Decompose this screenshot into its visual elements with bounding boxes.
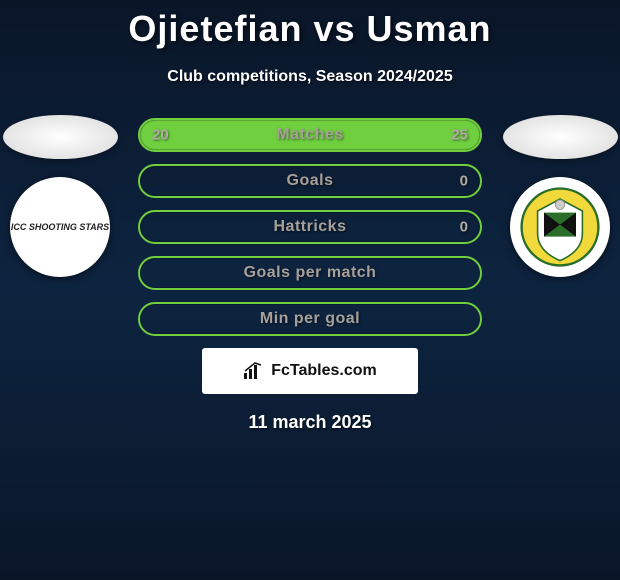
watermark: FcTables.com [202, 348, 418, 394]
stat-row-goals: Goals 0 [138, 164, 482, 198]
stat-label: Min per goal [260, 310, 360, 328]
stat-row-goals-per-match: Goals per match [138, 256, 482, 290]
chart-icon [243, 362, 265, 380]
page-title: Ojietefian vs Usman [0, 0, 620, 50]
stat-label: Goals [287, 172, 334, 190]
player-right-photo [503, 115, 618, 159]
subtitle: Club competitions, Season 2024/2025 [0, 68, 620, 86]
stat-row-hattricks: Hattricks 0 [138, 210, 482, 244]
club-left-text: ICC SHOOTING STARS [11, 222, 109, 232]
stat-row-matches: 20 Matches 25 [138, 118, 482, 152]
player-left-photo [3, 115, 118, 159]
stat-left-value: 20 [152, 127, 169, 144]
club-left-badge: ICC SHOOTING STARS [10, 177, 110, 277]
stat-right-value: 0 [460, 173, 468, 190]
stat-label: Matches [276, 126, 344, 144]
stat-right-value: 0 [460, 219, 468, 236]
player-left-area: ICC SHOOTING STARS [0, 115, 120, 277]
stat-row-min-per-goal: Min per goal [138, 302, 482, 336]
date-text: 11 march 2025 [0, 412, 620, 433]
player-right-area [500, 115, 620, 277]
watermark-text: FcTables.com [271, 362, 377, 380]
stat-label: Hattricks [274, 218, 347, 236]
club-right-crest-icon [520, 187, 600, 267]
club-right-badge [510, 177, 610, 277]
stat-label: Goals per match [244, 264, 377, 282]
stats-container: 20 Matches 25 Goals 0 Hattricks 0 Goals … [138, 118, 482, 336]
stat-right-value: 25 [451, 127, 468, 144]
